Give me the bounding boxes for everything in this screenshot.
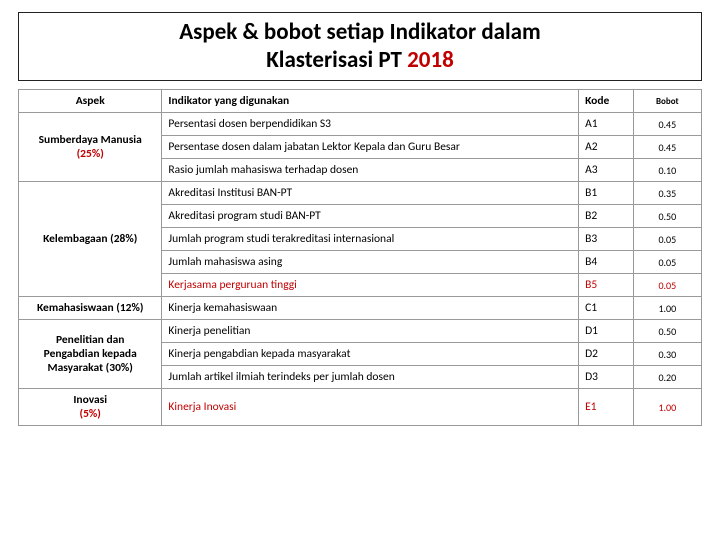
bobot-cell: 0.50 — [633, 205, 701, 228]
indicator-cell: Persentasi dosen berpendidikan S3 — [162, 113, 579, 136]
indicator-cell: Akreditasi Institusi BAN-PT — [162, 182, 579, 205]
kode-cell: A3 — [579, 159, 634, 182]
title-year: 2018 — [407, 46, 454, 74]
table-row: Penelitian danPengabdian kepadaMasyaraka… — [19, 320, 702, 343]
indicator-cell: Kinerja penelitian — [162, 320, 579, 343]
kode-cell: B3 — [579, 228, 634, 251]
indicator-cell: Kinerja kemahasiswaan — [162, 297, 579, 320]
col-kode: Kode — [579, 90, 634, 113]
indicator-cell: Kinerja Inovasi — [162, 389, 579, 426]
aspect-cell: Sumberdaya Manusia(25%) — [19, 113, 162, 182]
indicator-cell: Kinerja pengabdian kepada masyarakat — [162, 343, 579, 366]
bobot-cell: 0.50 — [633, 320, 701, 343]
indicator-cell: Akreditasi program studi BAN-PT — [162, 205, 579, 228]
aspect-cell: Kemahasiswaan (12%) — [19, 297, 162, 320]
bobot-cell: 1.00 — [633, 389, 701, 426]
indicator-cell: Jumlah artikel ilmiah terindeks per juml… — [162, 366, 579, 389]
kode-cell: B5 — [579, 274, 634, 297]
kode-cell: C1 — [579, 297, 634, 320]
bobot-cell: 0.45 — [633, 136, 701, 159]
table-row: Kelembagaan (28%)Akreditasi Institusi BA… — [19, 182, 702, 205]
title-line-b: Klasterisasi PT — [266, 46, 407, 74]
table-row: Sumberdaya Manusia(25%)Persentasi dosen … — [19, 113, 702, 136]
bobot-cell: 0.05 — [633, 274, 701, 297]
bobot-cell: 0.45 — [633, 113, 701, 136]
kode-cell: D3 — [579, 366, 634, 389]
page-title: Aspek & bobot setiap Indikator dalam Kla… — [18, 12, 702, 81]
indicator-cell: Jumlah program studi terakreditasi inter… — [162, 228, 579, 251]
bobot-cell: 0.05 — [633, 228, 701, 251]
indicator-table: Aspek Indikator yang digunakan Kode Bobo… — [18, 89, 702, 426]
kode-cell: A2 — [579, 136, 634, 159]
kode-cell: B1 — [579, 182, 634, 205]
bobot-cell: 0.35 — [633, 182, 701, 205]
col-bobot: Bobot — [633, 90, 701, 113]
table-header-row: Aspek Indikator yang digunakan Kode Bobo… — [19, 90, 702, 113]
kode-cell: B2 — [579, 205, 634, 228]
aspect-cell: Inovasi (5%) — [19, 389, 162, 426]
kode-cell: E1 — [579, 389, 634, 426]
kode-cell: A1 — [579, 113, 634, 136]
kode-cell: D2 — [579, 343, 634, 366]
indicator-cell: Persentase dosen dalam jabatan Lektor Ke… — [162, 136, 579, 159]
indicator-cell: Jumlah mahasiswa asing — [162, 251, 579, 274]
aspect-cell: Kelembagaan (28%) — [19, 182, 162, 297]
aspect-cell: Penelitian danPengabdian kepadaMasyaraka… — [19, 320, 162, 389]
table-row: Inovasi (5%)Kinerja InovasiE11.00 — [19, 389, 702, 426]
bobot-cell: 0.05 — [633, 251, 701, 274]
col-indikator: Indikator yang digunakan — [162, 90, 579, 113]
bobot-cell: 0.10 — [633, 159, 701, 182]
indicator-cell: Rasio jumlah mahasiswa terhadap dosen — [162, 159, 579, 182]
indicator-cell: Kerjasama perguruan tinggi — [162, 274, 579, 297]
kode-cell: D1 — [579, 320, 634, 343]
bobot-cell: 0.30 — [633, 343, 701, 366]
bobot-cell: 1.00 — [633, 297, 701, 320]
kode-cell: B4 — [579, 251, 634, 274]
col-aspek: Aspek — [19, 90, 162, 113]
bobot-cell: 0.20 — [633, 366, 701, 389]
title-line-a: Aspek & bobot setiap Indikator dalam — [179, 18, 541, 46]
table-body: Sumberdaya Manusia(25%)Persentasi dosen … — [19, 113, 702, 426]
table-row: Kemahasiswaan (12%)Kinerja kemahasiswaan… — [19, 297, 702, 320]
